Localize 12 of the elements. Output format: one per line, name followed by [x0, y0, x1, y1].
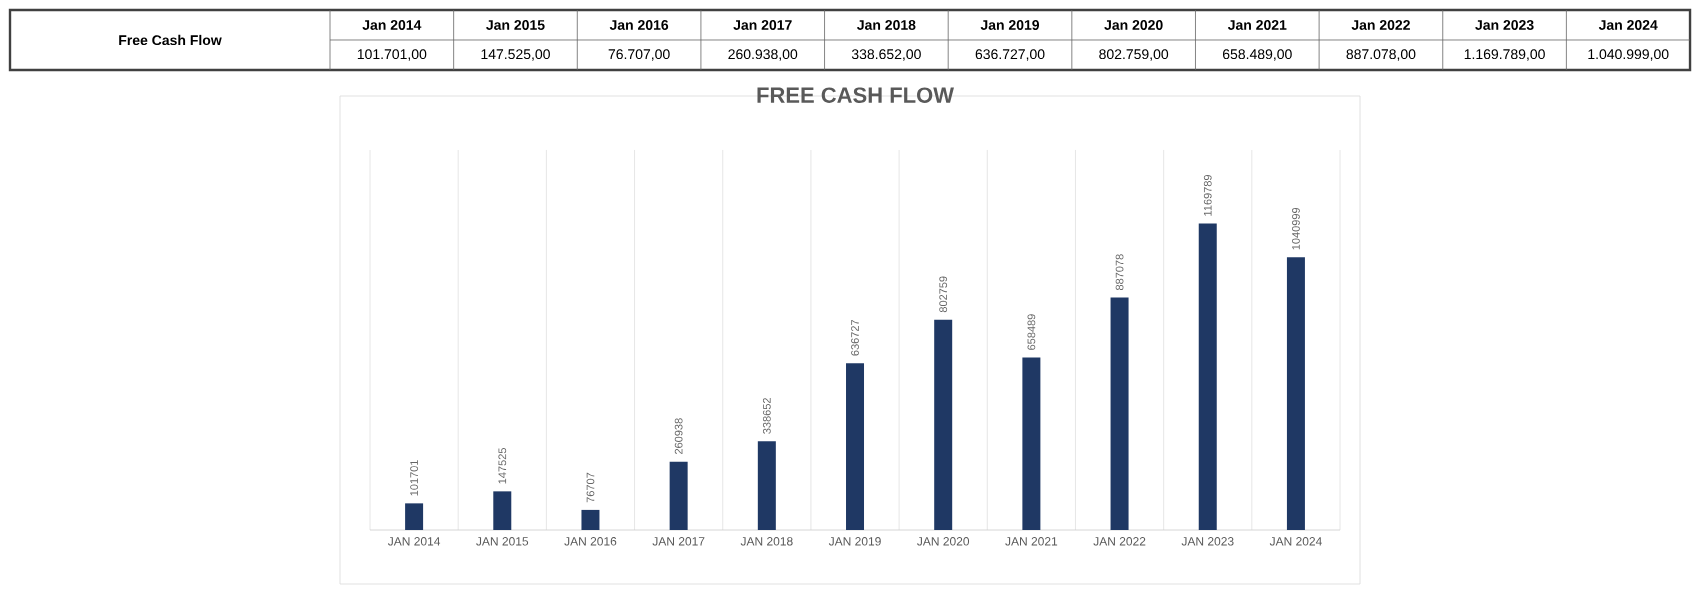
bar — [1286, 257, 1305, 530]
bar — [581, 509, 600, 530]
bar — [934, 319, 953, 530]
bar — [757, 441, 776, 530]
bar — [405, 503, 424, 530]
bar — [669, 461, 688, 530]
bar — [1198, 223, 1217, 530]
bar — [493, 491, 512, 530]
bar — [1110, 297, 1129, 530]
bar — [846, 363, 865, 530]
bar — [1022, 357, 1041, 530]
chart-title: FREE CASH FLOW — [757, 87, 954, 103]
